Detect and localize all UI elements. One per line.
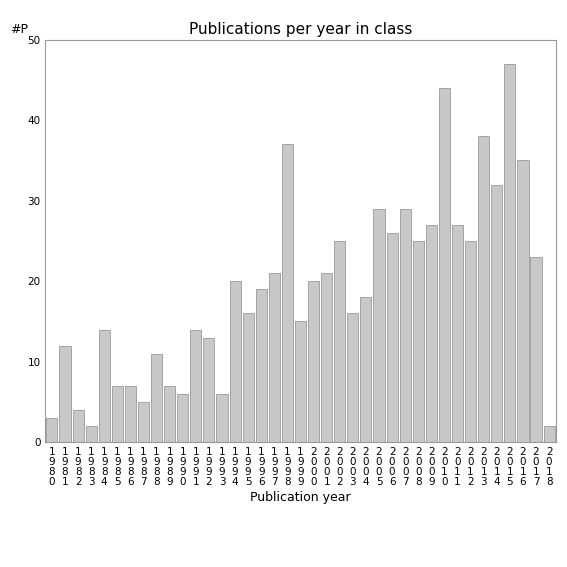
Bar (478, 136, 489, 442)
Bar (491, 185, 502, 442)
Bar (413, 241, 424, 442)
Bar (86, 426, 97, 442)
Bar (112, 386, 123, 442)
Bar (452, 225, 463, 442)
Bar (60, 346, 70, 442)
Bar (191, 329, 201, 442)
Bar (46, 418, 57, 442)
Bar (374, 209, 384, 442)
Text: #P: #P (10, 23, 28, 36)
Bar (321, 273, 332, 442)
Bar (151, 354, 162, 442)
Bar (400, 209, 411, 442)
Bar (517, 160, 528, 442)
Bar (282, 145, 293, 442)
Bar (125, 386, 136, 442)
Bar (465, 241, 476, 442)
Bar (531, 257, 541, 442)
Bar (138, 402, 149, 442)
Bar (269, 273, 280, 442)
Bar (308, 281, 319, 442)
Bar (177, 394, 188, 442)
Bar (256, 289, 267, 442)
Bar (164, 386, 175, 442)
Bar (347, 314, 358, 442)
Bar (73, 410, 83, 442)
Bar (439, 88, 450, 442)
Bar (243, 314, 253, 442)
Bar (99, 329, 110, 442)
Bar (230, 281, 240, 442)
X-axis label: Publication year: Publication year (250, 491, 351, 504)
Bar (544, 426, 555, 442)
Bar (387, 233, 397, 442)
Bar (334, 241, 345, 442)
Bar (295, 321, 306, 442)
Bar (217, 394, 227, 442)
Bar (204, 337, 214, 442)
Bar (426, 225, 437, 442)
Title: Publications per year in class: Publications per year in class (189, 22, 412, 37)
Bar (504, 64, 515, 442)
Bar (361, 297, 371, 442)
